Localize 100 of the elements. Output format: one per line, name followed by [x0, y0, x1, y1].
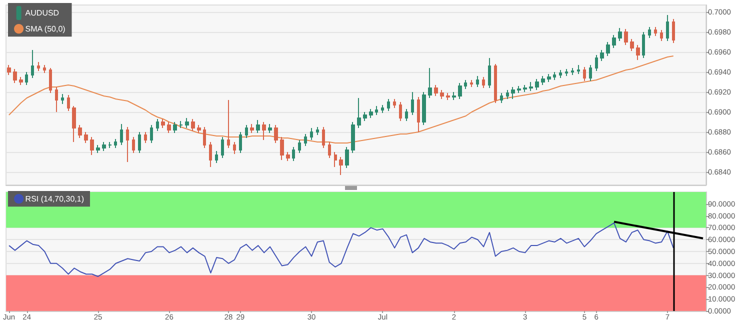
candlestick [648, 26, 651, 38]
candlestick [114, 138, 117, 148]
candlestick [405, 108, 408, 122]
candlestick [446, 92, 450, 100]
candlestick [500, 92, 503, 104]
candlestick [250, 124, 254, 134]
legend-label: AUDUSD [25, 8, 60, 18]
candlestick [541, 76, 545, 86]
candlestick [221, 136, 224, 158]
candlestick [600, 50, 604, 62]
candlestick [173, 122, 177, 134]
candlestick [422, 92, 426, 126]
candlestick [316, 126, 319, 136]
candlestick [434, 84, 438, 96]
candlestick [274, 124, 278, 144]
candlestick [310, 128, 313, 140]
candlestick [233, 142, 236, 154]
candlestick [589, 64, 592, 82]
candlestick [529, 82, 533, 92]
candlestick [506, 90, 509, 100]
candlestick [37, 62, 40, 72]
candlestick [31, 50, 34, 78]
candlestick [25, 72, 28, 86]
candlestick [292, 146, 295, 162]
candlestick [144, 132, 147, 144]
candlestick [351, 122, 355, 154]
candlestick [150, 124, 153, 144]
candlestick [156, 118, 159, 132]
candlestick [642, 32, 645, 58]
candlestick [49, 68, 52, 94]
candlestick [624, 28, 628, 46]
candlestick [363, 112, 367, 122]
candlestick [417, 96, 420, 132]
candlestick [328, 142, 331, 158]
candlestick [482, 76, 485, 88]
candlestick [369, 108, 373, 118]
legend-label: SMA (50,0) [25, 24, 66, 34]
candlestick [126, 126, 129, 162]
candlestick [298, 140, 301, 154]
candlestick [547, 74, 551, 82]
candlestick [161, 118, 165, 128]
candlestick [494, 64, 497, 104]
candlestick [660, 30, 663, 42]
candlestick [535, 78, 539, 90]
candlestick [517, 86, 521, 94]
candlestick [245, 124, 248, 138]
candlestick [511, 86, 515, 100]
candlestick [666, 14, 669, 42]
candlestick [322, 126, 325, 148]
candlestick [381, 104, 384, 114]
candlestick [78, 124, 82, 138]
candlestick [470, 80, 473, 88]
legend-label: RSI (14,70,30,1) [25, 194, 84, 204]
candlestick [523, 84, 527, 92]
candlestick [458, 82, 462, 100]
candlestick [636, 44, 640, 60]
candlestick [67, 94, 70, 112]
candlestick [630, 38, 634, 52]
candlestick [84, 132, 88, 144]
candlestick [357, 98, 361, 128]
candlestick [339, 156, 343, 176]
candlestick [595, 54, 598, 72]
candlestick [334, 152, 337, 168]
candlestick [215, 150, 218, 164]
candlestick [606, 42, 610, 56]
candlestick [132, 136, 135, 154]
candlestick [476, 76, 479, 88]
candlestick [571, 68, 574, 76]
candlestick [559, 70, 562, 78]
candlestick [102, 142, 106, 152]
candlestick [262, 122, 266, 140]
candlestick [72, 106, 76, 142]
candlestick [185, 118, 189, 128]
candlestick [191, 118, 195, 132]
candlestick [464, 80, 467, 90]
candlestick [96, 144, 100, 154]
candlestick [167, 122, 171, 134]
candlestick [280, 136, 284, 160]
candlestick [411, 92, 414, 116]
candlestick [203, 126, 206, 148]
candlestick [7, 64, 11, 76]
candlestick [239, 132, 242, 154]
line-series [8, 222, 674, 277]
candlestick [583, 66, 586, 82]
candlestick [43, 64, 46, 74]
candlestick [304, 134, 307, 146]
candlestick [227, 100, 230, 148]
candlestick [399, 102, 402, 122]
candlestick [387, 98, 390, 112]
candlestick [452, 92, 456, 100]
candlestick [286, 152, 290, 162]
candlestick [488, 58, 491, 88]
candlestick [393, 98, 396, 108]
candlestick [565, 68, 568, 76]
candlestick [654, 26, 657, 36]
candlestick [672, 18, 675, 44]
candlestick [440, 90, 444, 100]
candlestick [138, 132, 141, 154]
candlestick [90, 136, 94, 156]
candlestick [256, 120, 260, 134]
